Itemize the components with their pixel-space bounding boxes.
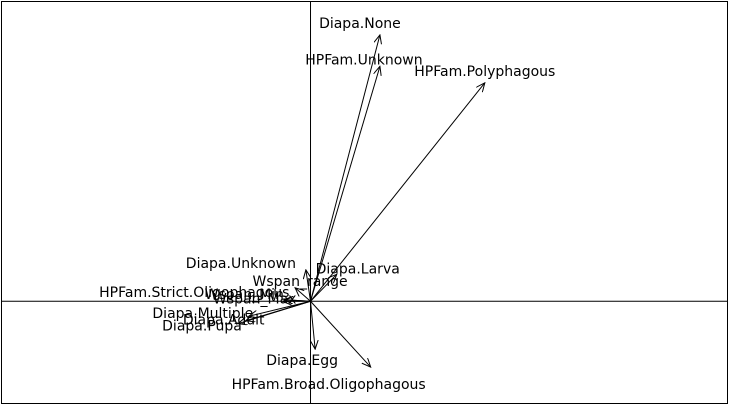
labels-layer: Diapa.None HPFam.UnknownHPFam.Polyphagous… (99, 16, 555, 393)
loading-arrow (310, 35, 380, 302)
loading-arrow (310, 301, 316, 349)
arrow-label: Wspan_Min (205, 287, 284, 303)
loading-arrow (238, 300, 311, 323)
arrow-label: HPFam.Broad.Oligophagous (232, 377, 426, 393)
arrow-label: HPFam.Unknown (305, 52, 422, 68)
arrows-layer (238, 35, 485, 367)
loading-arrow (295, 288, 311, 302)
loading-arrow (284, 300, 311, 301)
loading-arrow (310, 274, 337, 302)
loading-arrow (306, 270, 311, 302)
arrow-label: Wspan_range (252, 274, 347, 290)
arrow-label: Wspan_Max (213, 291, 296, 307)
arrow-label: Diapa.Pupa (162, 319, 242, 335)
loading-arrow (310, 300, 371, 367)
arrow-label: Diapa.Unknown (186, 256, 296, 272)
loading-arrow (310, 66, 380, 302)
arrow-label: Diapa.Adult (183, 313, 265, 329)
arrow-label: Diapa.Multiple (152, 306, 253, 322)
arrow-label: HPFam.Strict.Oligophagous (99, 285, 289, 301)
arrow-label: Diapa.Egg (266, 353, 338, 369)
loading-arrow (249, 300, 311, 316)
arrow-label: HPFam.Polyphagous (414, 64, 555, 80)
arrow-label: Diapa.None (319, 16, 401, 32)
arrow-label: Diapa.Larva (316, 261, 400, 277)
loading-arrow (310, 83, 485, 302)
